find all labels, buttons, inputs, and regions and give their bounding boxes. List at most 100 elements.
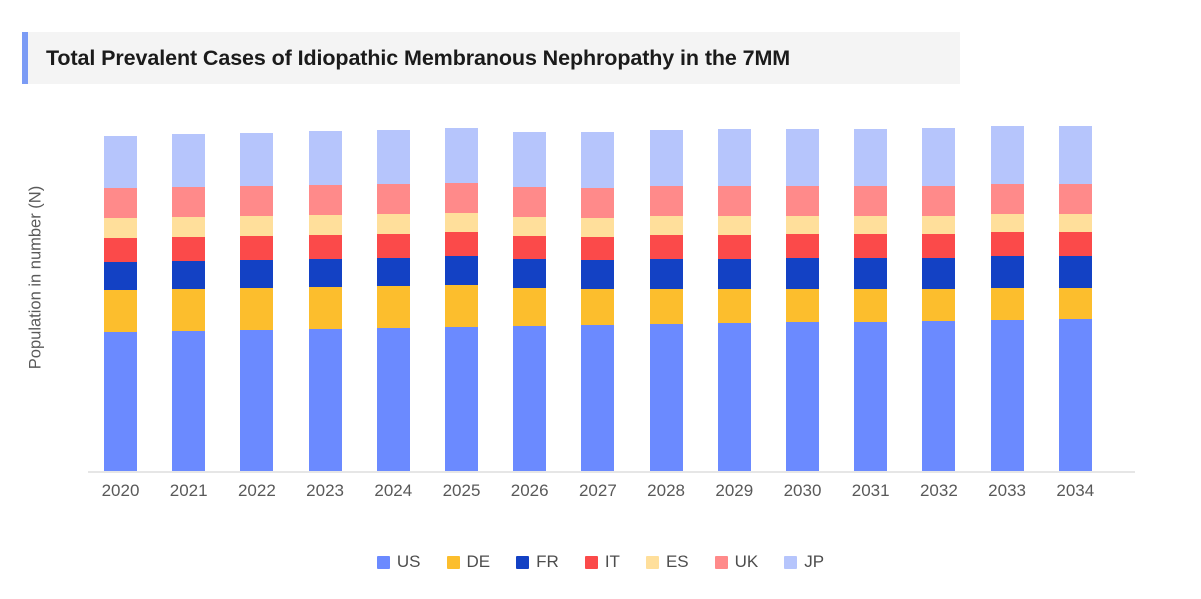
segment-it-2023[interactable]	[308, 235, 342, 259]
segment-fr-2027[interactable]	[581, 260, 615, 289]
segment-uk-2024[interactable]	[376, 184, 410, 214]
segment-uk-2020[interactable]	[104, 188, 137, 218]
segment-it-2026[interactable]	[513, 236, 547, 259]
bar-2034[interactable]	[1058, 126, 1092, 472]
segment-jp-2028[interactable]	[649, 130, 683, 186]
segment-jp-2030[interactable]	[786, 129, 819, 186]
segment-us-2030[interactable]	[786, 322, 819, 472]
segment-jp-2023[interactable]	[308, 131, 342, 185]
segment-jp-2020[interactable]	[104, 136, 137, 188]
bar-2024[interactable]	[376, 130, 410, 472]
segment-us-2022[interactable]	[240, 330, 274, 472]
segment-it-2025[interactable]	[445, 232, 478, 256]
segment-it-2020[interactable]	[104, 238, 137, 262]
segment-es-2025[interactable]	[445, 213, 478, 232]
segment-de-2028[interactable]	[649, 289, 683, 324]
bar-2025[interactable]	[445, 128, 478, 472]
segment-us-2020[interactable]	[104, 332, 137, 472]
segment-es-2034[interactable]	[1058, 214, 1092, 232]
segment-fr-2033[interactable]	[990, 256, 1024, 288]
segment-it-2021[interactable]	[172, 237, 206, 261]
segment-de-2029[interactable]	[717, 289, 751, 323]
segment-de-2032[interactable]	[922, 289, 956, 321]
segment-it-2028[interactable]	[649, 235, 683, 259]
segment-de-2033[interactable]	[990, 288, 1024, 320]
bar-2021[interactable]	[172, 134, 206, 472]
segment-jp-2027[interactable]	[581, 132, 615, 188]
segment-de-2031[interactable]	[854, 289, 888, 322]
segment-it-2030[interactable]	[786, 234, 819, 258]
segment-fr-2032[interactable]	[922, 258, 956, 289]
bar-2028[interactable]	[649, 130, 683, 472]
legend-item-us[interactable]: US	[376, 552, 421, 572]
segment-us-2027[interactable]	[581, 325, 615, 472]
segment-uk-2029[interactable]	[717, 186, 751, 216]
segment-uk-2031[interactable]	[854, 186, 888, 216]
segment-uk-2025[interactable]	[445, 183, 478, 213]
segment-jp-2029[interactable]	[717, 129, 751, 186]
segment-fr-2026[interactable]	[513, 259, 547, 288]
segment-de-2030[interactable]	[786, 289, 819, 322]
segment-jp-2034[interactable]	[1058, 126, 1092, 184]
segment-fr-2023[interactable]	[308, 259, 342, 287]
segment-us-2029[interactable]	[717, 323, 751, 472]
segment-es-2029[interactable]	[717, 216, 751, 235]
segment-uk-2022[interactable]	[240, 186, 274, 216]
segment-it-2032[interactable]	[922, 234, 956, 258]
segment-de-2020[interactable]	[104, 290, 137, 332]
segment-uk-2026[interactable]	[513, 187, 547, 217]
segment-de-2034[interactable]	[1058, 288, 1092, 319]
bar-2032[interactable]	[922, 128, 956, 472]
bar-2026[interactable]	[513, 132, 547, 472]
segment-fr-2024[interactable]	[376, 258, 410, 286]
bar-2033[interactable]	[990, 126, 1024, 472]
segment-uk-2033[interactable]	[990, 184, 1024, 214]
segment-jp-2024[interactable]	[376, 130, 410, 184]
segment-uk-2028[interactable]	[649, 186, 683, 216]
segment-it-2024[interactable]	[376, 234, 410, 258]
legend-item-it[interactable]: IT	[584, 552, 620, 572]
bar-2029[interactable]	[717, 129, 751, 472]
segment-it-2022[interactable]	[240, 236, 274, 260]
segment-es-2023[interactable]	[308, 215, 342, 235]
segment-fr-2022[interactable]	[240, 260, 274, 288]
segment-es-2028[interactable]	[649, 216, 683, 235]
segment-es-2020[interactable]	[104, 218, 137, 238]
segment-uk-2032[interactable]	[922, 186, 956, 216]
segment-us-2032[interactable]	[922, 321, 956, 472]
segment-jp-2025[interactable]	[445, 128, 478, 183]
segment-es-2022[interactable]	[240, 216, 274, 236]
bar-2031[interactable]	[854, 129, 888, 472]
segment-jp-2026[interactable]	[513, 132, 547, 187]
segment-de-2021[interactable]	[172, 289, 206, 331]
segment-jp-2022[interactable]	[240, 133, 274, 186]
segment-uk-2034[interactable]	[1058, 184, 1092, 214]
segment-fr-2025[interactable]	[445, 256, 478, 285]
bar-2023[interactable]	[308, 131, 342, 472]
segment-fr-2020[interactable]	[104, 262, 137, 290]
segment-us-2023[interactable]	[308, 329, 342, 472]
segment-uk-2027[interactable]	[581, 188, 615, 218]
segment-fr-2021[interactable]	[172, 261, 206, 289]
segment-es-2024[interactable]	[376, 214, 410, 234]
segment-es-2033[interactable]	[990, 214, 1024, 232]
segment-de-2025[interactable]	[445, 285, 478, 327]
segment-it-2034[interactable]	[1058, 232, 1092, 256]
segment-uk-2030[interactable]	[786, 186, 819, 216]
segment-jp-2031[interactable]	[854, 129, 888, 186]
segment-fr-2034[interactable]	[1058, 256, 1092, 288]
bar-2027[interactable]	[581, 132, 615, 472]
legend-item-de[interactable]: DE	[446, 552, 490, 572]
segment-fr-2028[interactable]	[649, 259, 683, 289]
segment-de-2026[interactable]	[513, 288, 547, 326]
legend-item-fr[interactable]: FR	[516, 552, 559, 572]
segment-us-2033[interactable]	[990, 320, 1024, 472]
segment-us-2025[interactable]	[445, 327, 478, 472]
segment-fr-2029[interactable]	[717, 259, 751, 289]
segment-de-2027[interactable]	[581, 289, 615, 325]
segment-jp-2021[interactable]	[172, 134, 206, 187]
segment-us-2024[interactable]	[376, 328, 410, 472]
segment-jp-2032[interactable]	[922, 128, 956, 186]
legend-item-es[interactable]: ES	[645, 552, 689, 572]
segment-uk-2023[interactable]	[308, 185, 342, 215]
